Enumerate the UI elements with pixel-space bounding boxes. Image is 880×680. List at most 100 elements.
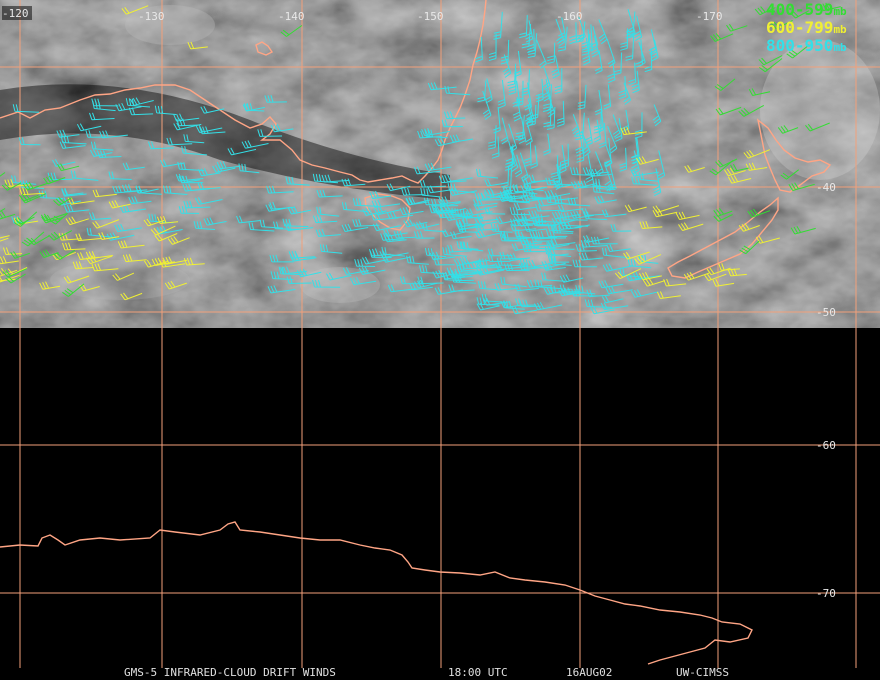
- wind-barb: [547, 254, 570, 263]
- wind-barb: [626, 9, 636, 38]
- wind-barb: [570, 210, 594, 219]
- lon-label-2: -130: [138, 10, 165, 23]
- observation-time: 18:00 UTC: [448, 666, 508, 679]
- wind-barb: [790, 225, 816, 235]
- antarctica-coast: [0, 521, 753, 665]
- wind-barb: [605, 285, 633, 295]
- wind-barb: [547, 42, 556, 65]
- wind-barb: [409, 282, 433, 291]
- wind-barb: [62, 283, 85, 297]
- wind-barb: [588, 168, 612, 177]
- wind-barb: [582, 235, 610, 243]
- wind-barb: [515, 298, 537, 306]
- wind-barb: [726, 23, 748, 32]
- wind-barb: [285, 176, 310, 186]
- wind-barb: [287, 206, 311, 215]
- wind-barb: [156, 216, 179, 224]
- wind-barb: [129, 97, 154, 106]
- wind-barb: [713, 208, 733, 217]
- wind-barb: [200, 105, 225, 114]
- wind-barb: [614, 268, 642, 280]
- wind-barb: [491, 136, 500, 159]
- wind-barb: [592, 184, 615, 195]
- wind-barb: [148, 141, 174, 150]
- wind-barb: [524, 82, 532, 111]
- wind-barb: [635, 156, 659, 165]
- wind-barb: [85, 251, 113, 260]
- wind-barb: [432, 269, 455, 279]
- wind-barb: [528, 210, 550, 219]
- wind-barb: [657, 150, 666, 180]
- wind-barb: [427, 185, 453, 194]
- wind-barb: [431, 204, 459, 212]
- wind-barb: [373, 206, 401, 216]
- wind-barb: [545, 89, 555, 118]
- wind-barb: [523, 142, 532, 167]
- wind-barb: [452, 273, 474, 282]
- wind-barb: [554, 68, 563, 95]
- wind-barb: [316, 206, 340, 217]
- wind-barb: [484, 188, 514, 197]
- wind-barb: [438, 175, 467, 184]
- wind-barb: [601, 209, 627, 218]
- wind-barb: [476, 168, 499, 179]
- wind-barb: [530, 145, 538, 169]
- wind-barb: [370, 212, 399, 221]
- wind-barb: [678, 222, 704, 231]
- wind-barb: [542, 78, 551, 102]
- wind-barb: [326, 272, 352, 281]
- wind-barb: [143, 218, 165, 227]
- wind-barb: [603, 84, 612, 110]
- wind-barb: [584, 118, 593, 147]
- wind-barb: [427, 82, 457, 91]
- wind-barb: [551, 55, 560, 79]
- wind-barb: [312, 279, 341, 288]
- wind-barb: [738, 104, 765, 117]
- wind-barb: [90, 141, 114, 151]
- legend-item-800: 800-950mb: [766, 36, 847, 55]
- wind-barb: [620, 28, 629, 51]
- wind-barb: [487, 125, 497, 150]
- wind-barb: [386, 210, 414, 220]
- wind-barb: [286, 276, 312, 284]
- wind-barb: [41, 214, 64, 224]
- wind-barb: [514, 154, 523, 178]
- wind-barb: [571, 114, 581, 137]
- wind-barb: [125, 98, 151, 108]
- wind-barb: [122, 254, 147, 263]
- wind-barb: [513, 202, 537, 211]
- wind-barb: [148, 213, 174, 224]
- wind-barb: [517, 218, 547, 227]
- wind-barb: [528, 174, 555, 183]
- wind-barb: [437, 210, 463, 219]
- wind-barb: [575, 285, 596, 295]
- wind-barb: [575, 112, 585, 141]
- wind-barb: [167, 236, 190, 245]
- wind-barb: [280, 266, 307, 275]
- wind-barb: [577, 84, 587, 110]
- wind-barb: [62, 242, 86, 251]
- wind-barb: [511, 243, 540, 251]
- wind-barb: [269, 201, 295, 210]
- wind-barb: [604, 144, 613, 168]
- wind-barb: [92, 189, 117, 198]
- wind-barb: [354, 258, 376, 267]
- wind-barb: [4, 179, 31, 187]
- wind-barb: [493, 11, 503, 40]
- wind-barb: [631, 70, 640, 94]
- wind-barb: [613, 52, 623, 76]
- wind-barb: [612, 114, 621, 138]
- wind-barb: [594, 151, 604, 177]
- coastlines: [0, 0, 832, 665]
- wind-barb: [241, 140, 269, 149]
- wind-barb: [424, 162, 452, 171]
- wind-barb: [187, 41, 208, 50]
- wind-barb: [92, 101, 116, 112]
- wind-barb: [264, 95, 287, 103]
- wind-barb: [447, 183, 475, 194]
- wind-barb: [371, 199, 401, 208]
- wind-barb: [475, 36, 483, 63]
- wind-barb: [552, 161, 562, 183]
- wind-barb: [151, 257, 175, 266]
- wind-barb: [413, 221, 440, 230]
